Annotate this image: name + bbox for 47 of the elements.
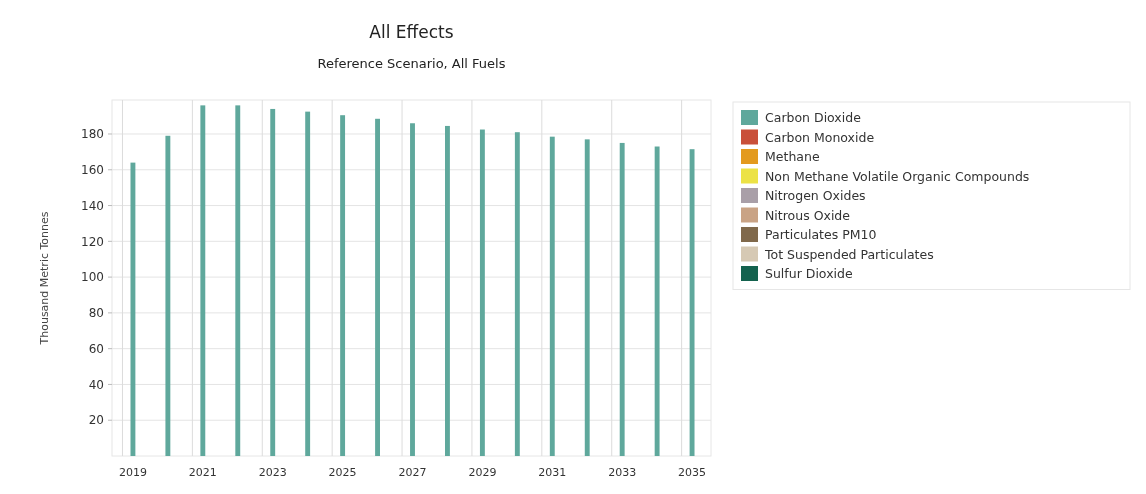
y-tick-label: 180 <box>81 127 104 142</box>
bar <box>340 115 346 456</box>
x-tick-label: 2031 <box>538 466 567 479</box>
x-tick-label: 2033 <box>608 466 637 479</box>
bar <box>410 123 415 456</box>
y-tick-label: 140 <box>81 198 104 213</box>
y-tick-label: 120 <box>81 234 104 249</box>
bar <box>165 135 171 456</box>
chart-title: All Effects <box>369 22 454 42</box>
legend-label: Non Methane Volatile Organic Compounds <box>765 168 1030 184</box>
x-tick-label: 2029 <box>468 466 497 479</box>
legend-label: Particulates PM10 <box>765 227 877 243</box>
x-tick-label: 2025 <box>328 466 357 479</box>
bar <box>305 111 311 456</box>
legend-label: Carbon Dioxide <box>765 110 862 126</box>
bar <box>619 142 625 456</box>
bar <box>200 105 206 456</box>
legend-label: Nitrous Oxide <box>765 207 851 223</box>
legend-label: Nitrogen Oxides <box>765 188 866 204</box>
bar <box>584 139 590 456</box>
bar <box>654 146 660 456</box>
legend-label: Tot Suspended Particulates <box>764 246 934 262</box>
bar <box>375 118 380 456</box>
y-tick-label: 60 <box>88 341 104 356</box>
legend-label: Sulfur Dioxide <box>765 266 853 282</box>
y-tick-label: 160 <box>81 162 104 177</box>
y-tick-label: 100 <box>81 270 104 285</box>
bar <box>689 149 695 456</box>
legend-label: Methane <box>765 149 820 165</box>
legend-label: Carbon Monoxide <box>765 129 875 145</box>
y-tick-label: 20 <box>88 413 104 428</box>
bar <box>270 108 276 456</box>
x-tick-label: 2019 <box>118 466 147 479</box>
bar <box>130 162 136 456</box>
bar <box>479 129 485 456</box>
chart-subtitle: Reference Scenario, All Fuels <box>317 56 506 71</box>
y-tick-label: 80 <box>88 306 104 321</box>
x-tick-label: 2023 <box>258 466 287 479</box>
y-tick-label: 40 <box>88 377 104 392</box>
x-tick-label: 2027 <box>398 466 427 479</box>
x-tick-label: 2021 <box>188 466 217 479</box>
bar <box>235 105 241 456</box>
bar <box>549 136 555 456</box>
y-axis-title: Thousand Metric Tonnes <box>38 211 51 346</box>
bar <box>445 125 450 456</box>
x-tick-label: 2035 <box>678 466 707 479</box>
bar <box>514 132 520 456</box>
